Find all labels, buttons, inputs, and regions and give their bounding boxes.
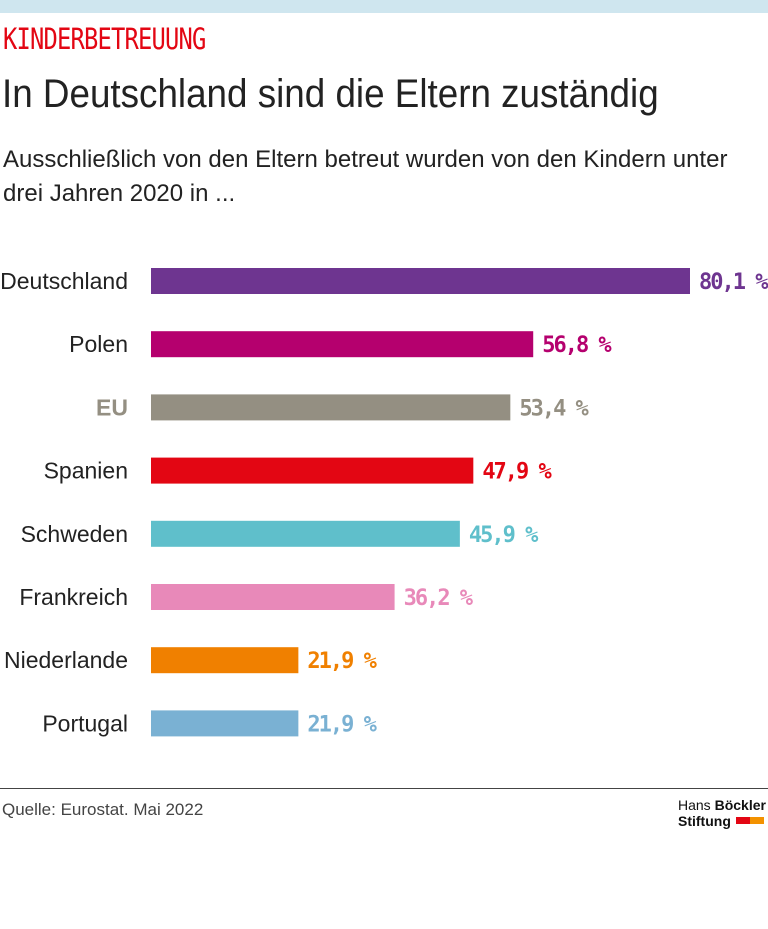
chart-title: In Deutschland sind die Eltern zuständig	[2, 72, 659, 116]
hans-boeckler-logo: Hans Böckler Stiftung	[678, 797, 766, 829]
category-label: EU	[96, 394, 128, 420]
kicker: KINDERBETREUUNG	[3, 22, 206, 56]
value-label: 45,9 %	[469, 523, 539, 548]
category-label: Deutschland	[0, 268, 128, 294]
category-label: Portugal	[42, 710, 128, 736]
value-label: 80,1 %	[699, 270, 768, 295]
top-bar	[0, 0, 768, 13]
value-label: 21,9 %	[307, 649, 377, 674]
divider	[0, 788, 768, 789]
category-label: Frankreich	[19, 584, 128, 610]
source-note: Quelle: Eurostat. Mai 2022	[2, 800, 204, 819]
bar	[151, 331, 534, 358]
bar	[151, 647, 299, 674]
bar	[151, 457, 474, 484]
bar	[151, 394, 511, 421]
category-label: Spanien	[44, 458, 128, 484]
bar	[151, 584, 395, 610]
chart-subtitle: Ausschließlich von den Eltern betreut wu…	[3, 146, 728, 207]
value-label: 47,9 %	[482, 460, 552, 485]
bar	[151, 268, 690, 294]
value-label: 36,2 %	[404, 586, 474, 611]
value-label: 56,8 %	[542, 333, 612, 358]
category-label: Polen	[69, 331, 128, 357]
category-label: Niederlande	[4, 647, 128, 673]
value-label: 53,4 %	[519, 396, 589, 421]
value-label: 21,9 %	[307, 712, 377, 737]
bar	[151, 710, 299, 737]
category-label: Schweden	[21, 521, 128, 547]
bar-chart: Deutschland 80,1 % Polen 56,8 % EU 53,4 % Span…	[0, 268, 768, 737]
bar	[151, 520, 460, 547]
